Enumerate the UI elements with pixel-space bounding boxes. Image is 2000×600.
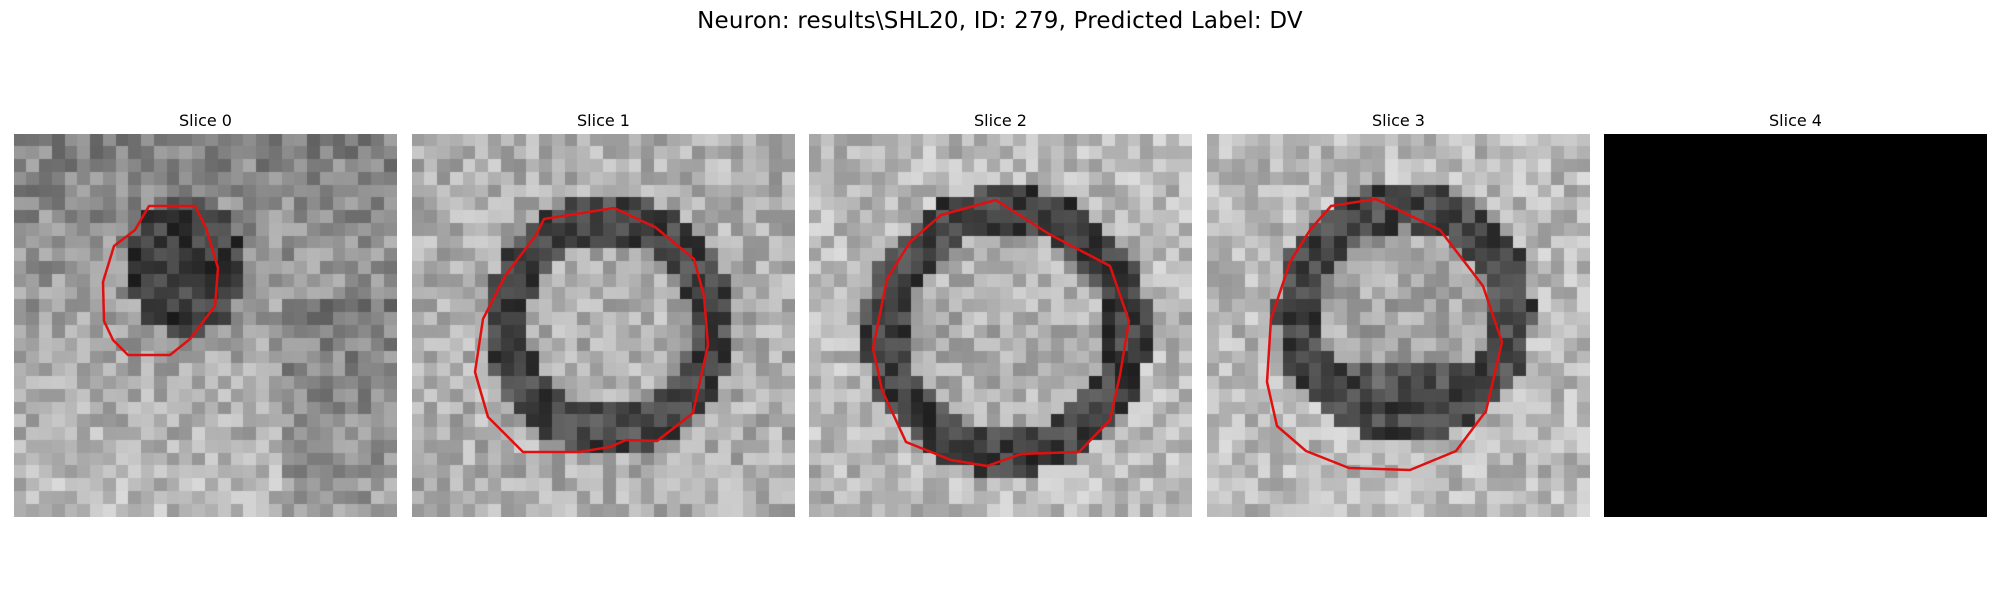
slice-title: Slice 1: [577, 111, 630, 130]
slice-panel: Slice 1: [412, 108, 795, 517]
slice-image: [412, 134, 795, 517]
figure-title: Neuron: results\SHL20, ID: 279, Predicte…: [697, 8, 1303, 34]
slice-panel: Slice 2: [809, 108, 1192, 517]
slice-title: Slice 0: [179, 111, 232, 130]
slice-panel: Slice 3: [1207, 108, 1590, 517]
slice-title: Slice 4: [1769, 111, 1822, 130]
slice-title: Slice 3: [1372, 111, 1425, 130]
slice-image: [14, 134, 397, 517]
slice-image: [1604, 134, 1987, 517]
slice-panel: Slice 4: [1604, 108, 1987, 517]
slice-panel: Slice 0: [14, 108, 397, 517]
slice-title: Slice 2: [974, 111, 1027, 130]
slice-image: [809, 134, 1192, 517]
slice-image: [1207, 134, 1590, 517]
